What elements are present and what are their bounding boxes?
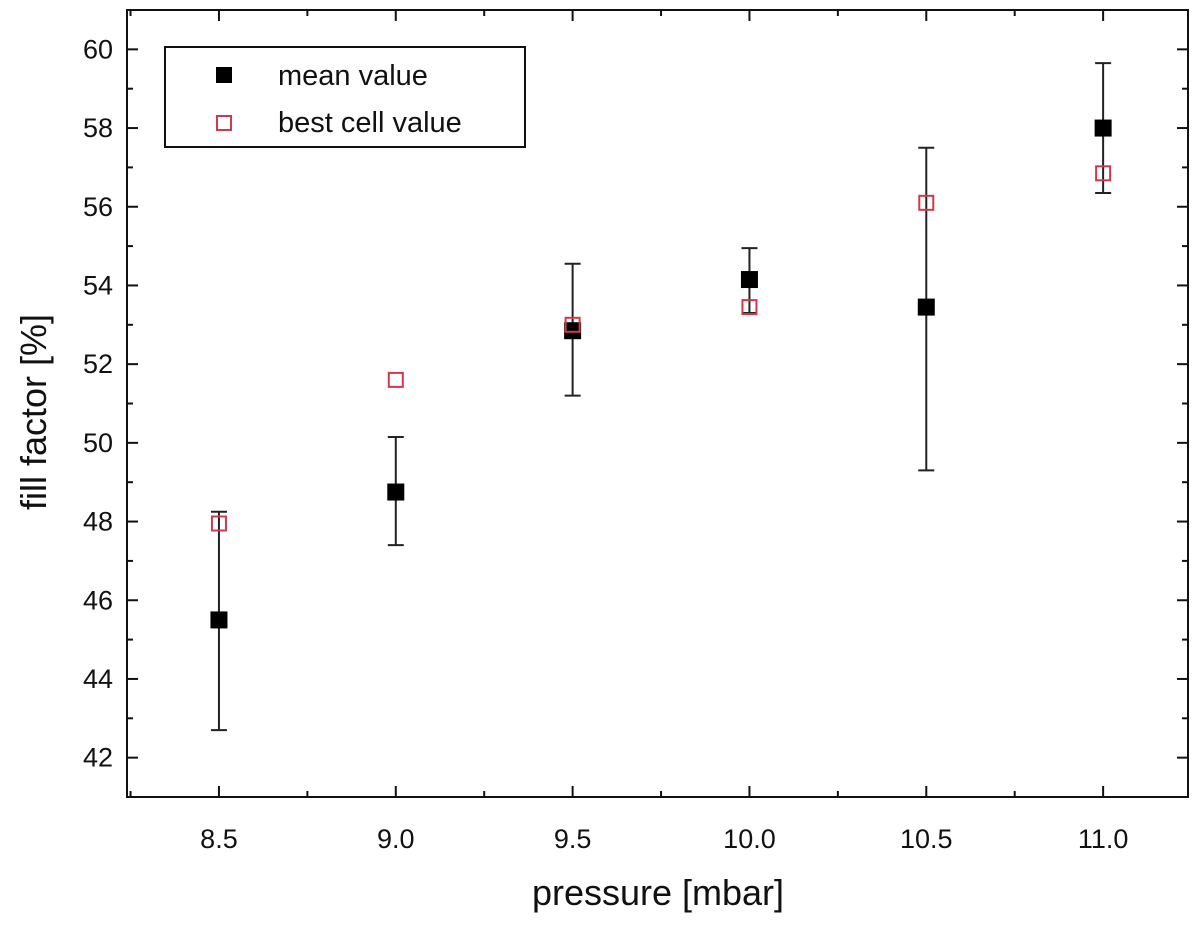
axes: 42 44 46 48 50 52 54 56 58 60 8.5 9.0 9.5 10.0 10.5 11.… (83, 9, 1189, 854)
best-cell-value-marker (1095, 165, 1112, 182)
y-tick-label: 50 (83, 428, 113, 458)
mean-value-marker (564, 322, 582, 340)
y-tick-label: 44 (83, 664, 113, 694)
legend-mean-marker (216, 67, 232, 83)
y-tick-label: 54 (83, 270, 113, 300)
x-axis-title: pressure [mbar] (532, 872, 784, 913)
y-axis-title: fill factor [%] (13, 314, 54, 510)
y-tick-label: 48 (83, 507, 113, 537)
y-tick-label: 56 (83, 192, 113, 222)
x-tick-label: 10.5 (900, 824, 953, 854)
legend-best-marker (216, 115, 232, 131)
best-cell-value-marker (918, 194, 935, 211)
best-cell-value-marker (387, 371, 404, 388)
mean-value-marker (210, 611, 228, 629)
legend-mean-label: mean value (278, 60, 428, 92)
mean-value-marker (917, 298, 935, 316)
mean-value-marker (387, 483, 405, 501)
legend-best-label: best cell value (278, 107, 462, 139)
best-cell-value-marker (210, 515, 227, 532)
x-tick-label: 10.0 (723, 824, 776, 854)
mean-value-marker (1094, 119, 1112, 137)
x-tick-label: 9.5 (554, 824, 592, 854)
y-tick-label: 42 (83, 743, 113, 773)
best-cell-value-marker (741, 299, 758, 316)
y-tick-label: 52 (83, 349, 113, 379)
y-tick-label: 58 (83, 113, 113, 143)
x-tick-label: 9.0 (377, 824, 415, 854)
x-tick-label: 11.0 (1078, 824, 1129, 854)
y-tick-label: 46 (83, 585, 113, 615)
mean-value-marker (740, 271, 758, 289)
legend: mean value best cell value (164, 46, 526, 148)
y-tick-label: 60 (83, 34, 113, 64)
x-tick-label: 8.5 (200, 824, 238, 854)
best-cell-value-marker (564, 316, 581, 333)
data-markers (210, 119, 1112, 629)
